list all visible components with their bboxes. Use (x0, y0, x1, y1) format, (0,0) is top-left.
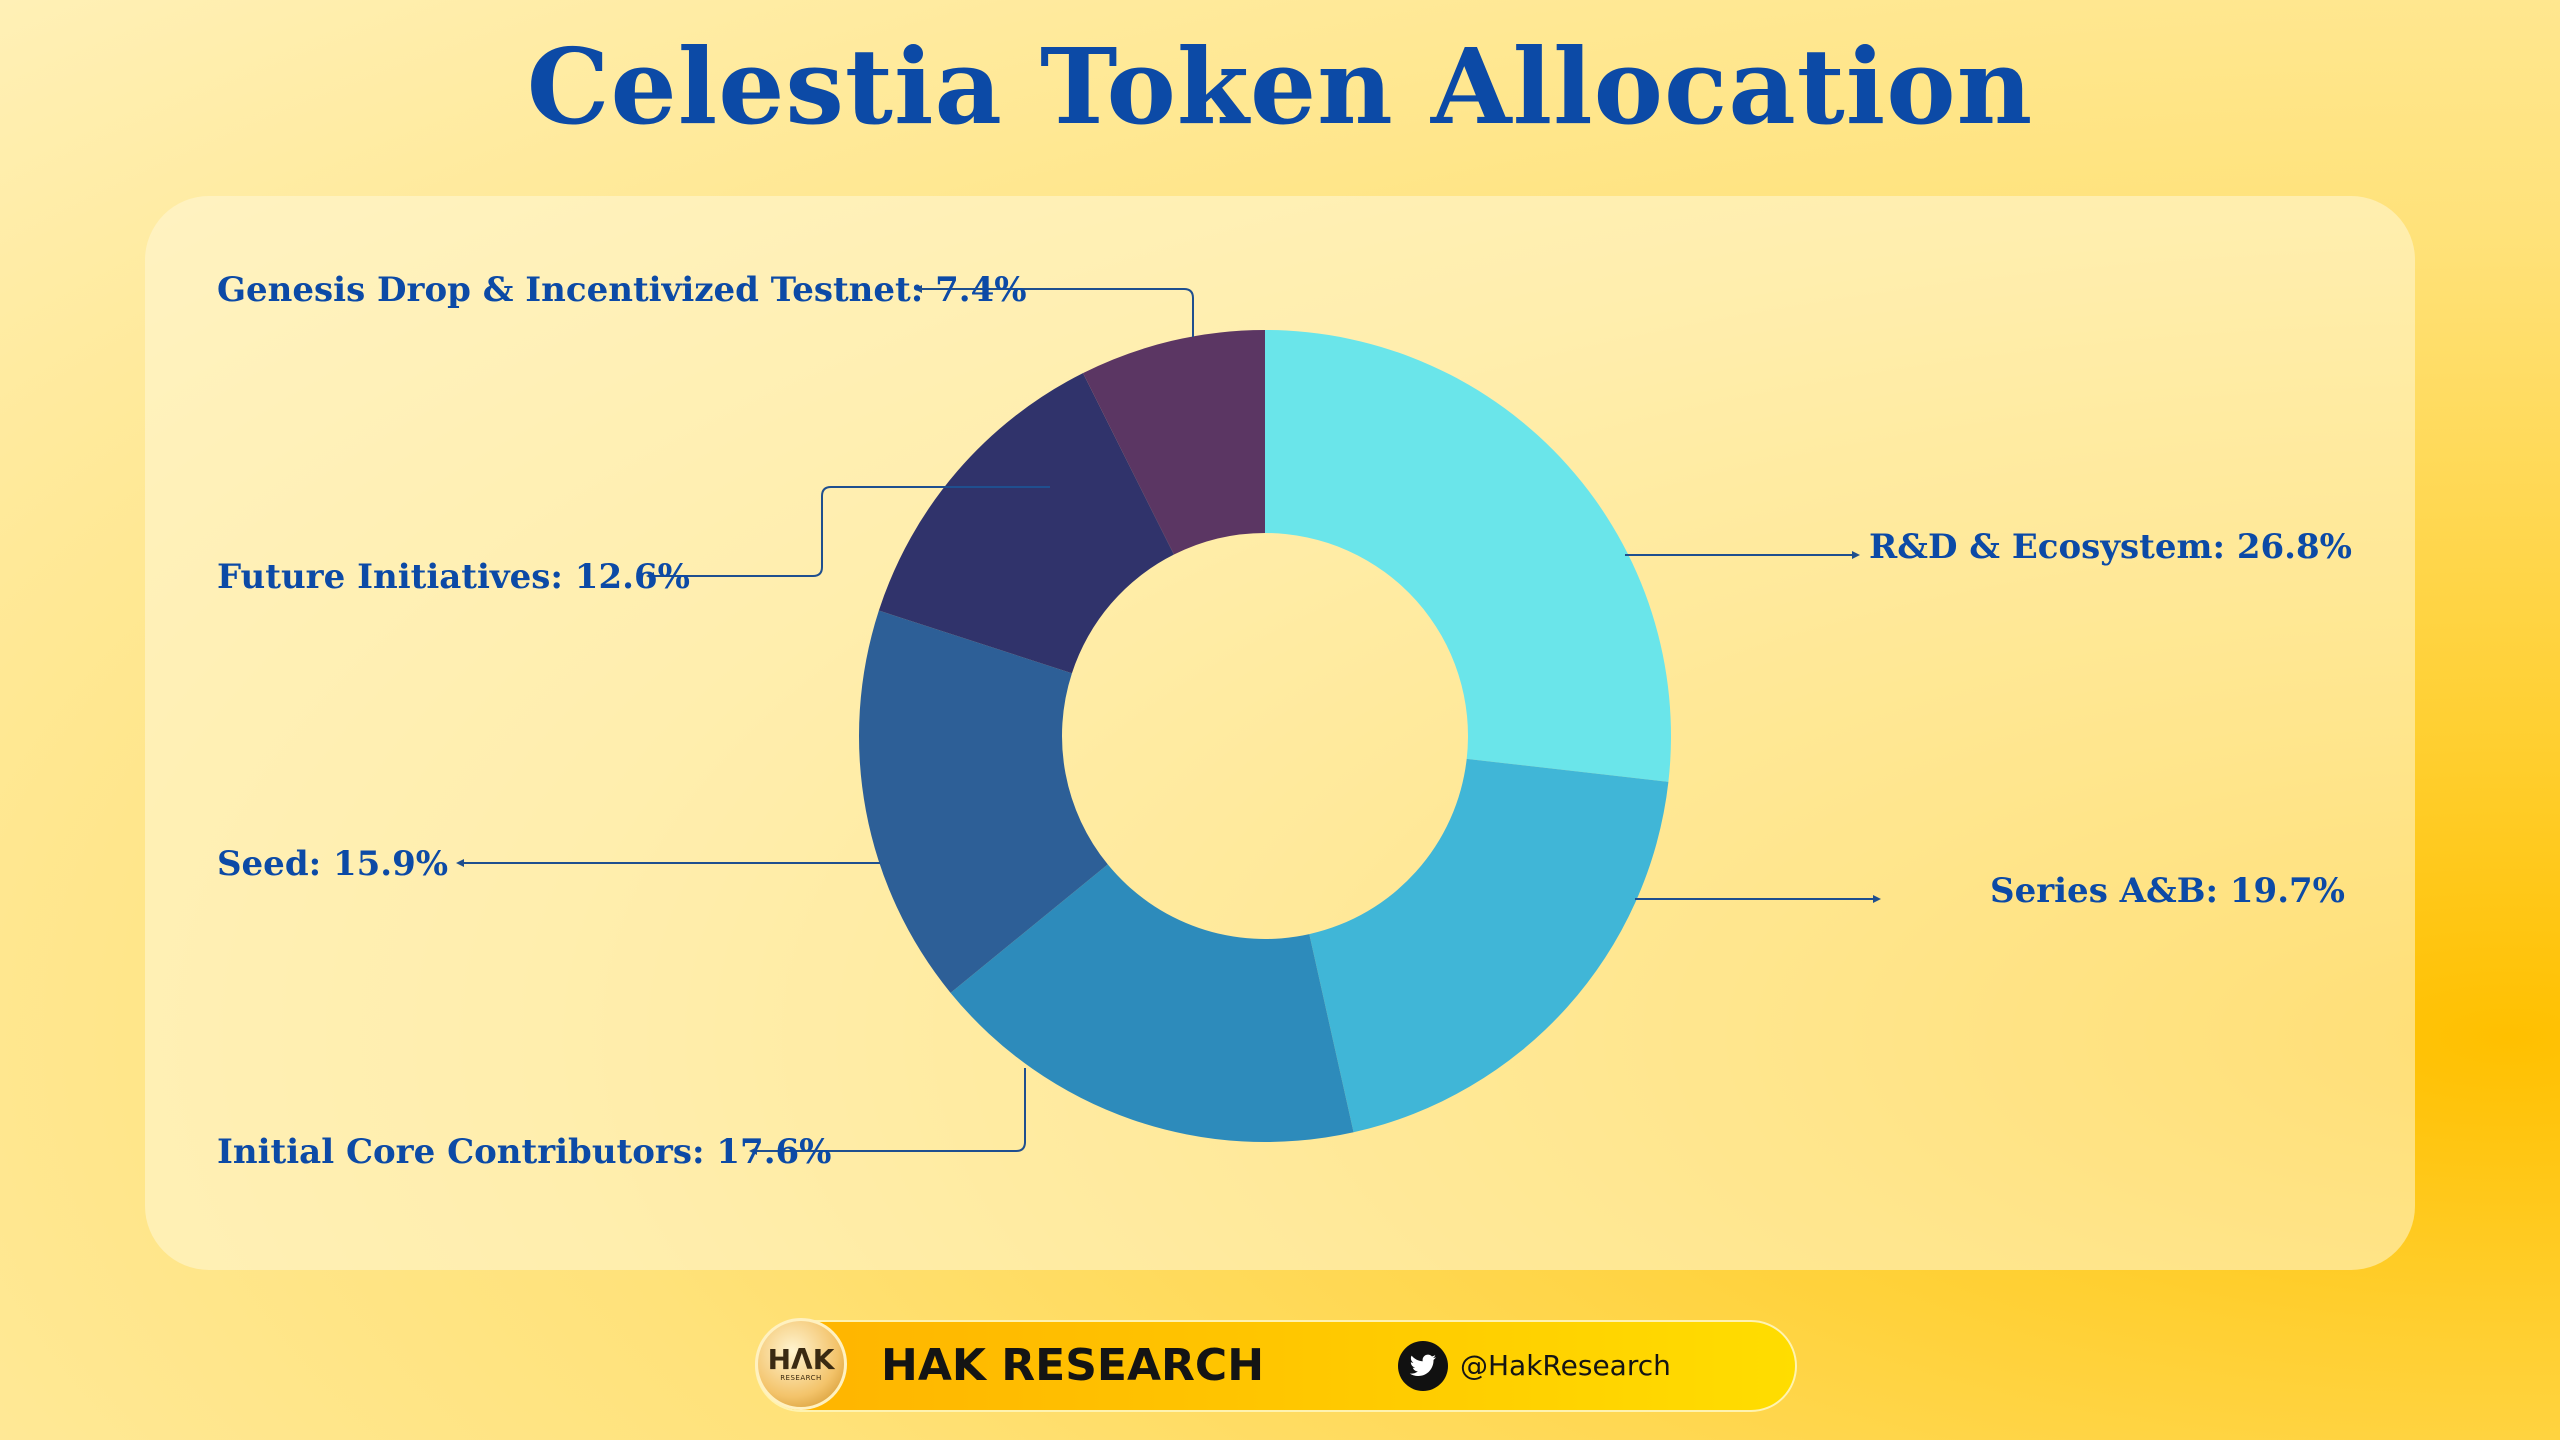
slice-label: Initial Core Contributors: 17.6% (217, 1132, 832, 1172)
brand-logo: HΛK RESEARCH (755, 1318, 847, 1410)
slice-genesis-drop-incentivized-testnet (1082, 330, 1265, 555)
brand-name: HAK RESEARCH (881, 1340, 1265, 1391)
leader-arrowhead (456, 859, 464, 867)
brand-logo-mark: HΛK (767, 1342, 835, 1376)
slice-label: Seed: 15.9% (217, 844, 448, 884)
leader-line (755, 1068, 1026, 1152)
brand-footer: HΛK RESEARCH HAK RESEARCH @HakResearch (755, 1318, 1797, 1412)
twitter-handle[interactable]: @HakResearch (1460, 1349, 1671, 1382)
leader-arrowhead (1873, 895, 1881, 903)
page-title: Celestia Token Allocation (526, 25, 2034, 148)
slice-series-a-b (1309, 758, 1669, 1133)
leader-arrowhead (749, 1147, 757, 1155)
slice-initial-core-contributors (950, 864, 1354, 1142)
slice-label: Future Initiatives: 12.6% (217, 557, 690, 597)
slice-label: Series A&B: 19.7% (1990, 871, 2345, 911)
chart-panel: R&D & Ecosystem: 26.8% Series A&B: 19.7% I… (145, 196, 2415, 1270)
leader-line (920, 288, 1194, 337)
leader-arrowhead (1852, 551, 1860, 559)
slice-seed (858, 610, 1108, 993)
slice-r-d-ecosystem (1265, 330, 1671, 782)
leader-arrowhead (914, 285, 922, 293)
slice-future-initiatives (878, 373, 1174, 674)
leader-line (652, 486, 1050, 577)
twitter-icon[interactable] (1398, 1341, 1448, 1391)
donut-chart: R&D & Ecosystem: 26.8% Series A&B: 19.7% I… (217, 270, 2352, 1172)
slice-label: Genesis Drop & Incentivized Testnet: 7.4… (217, 270, 1027, 310)
leader-arrowhead (646, 572, 654, 580)
slice-label: R&D & Ecosystem: 26.8% (1869, 527, 2352, 567)
brand-logo-subtext: RESEARCH (780, 1373, 822, 1382)
